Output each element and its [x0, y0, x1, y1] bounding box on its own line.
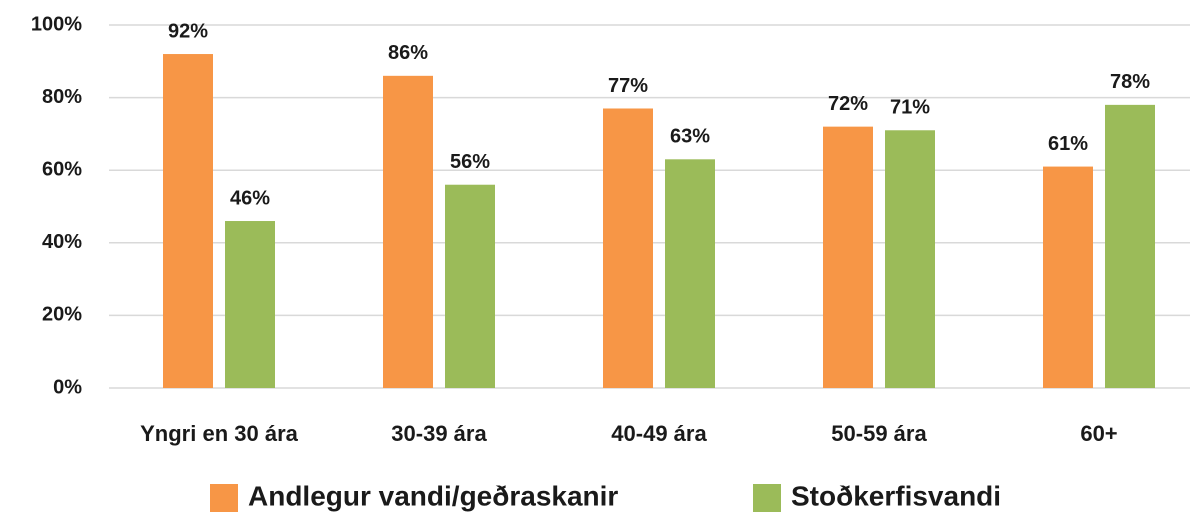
y-tick-label: 40%	[42, 231, 82, 253]
legend-label: Andlegur vandi/geðraskanir	[248, 480, 618, 511]
y-tick-label: 20%	[42, 304, 82, 326]
x-tick-label: 30-39 ára	[391, 421, 487, 446]
bar	[603, 108, 653, 389]
y-tick-label: 60%	[42, 158, 82, 180]
value-label: 71%	[890, 97, 930, 119]
bar	[885, 130, 935, 388]
bar	[163, 54, 213, 388]
value-label: 56%	[450, 151, 490, 173]
y-tick-label: 0%	[53, 376, 82, 398]
value-label: 92%	[168, 20, 208, 42]
value-label: 86%	[388, 42, 428, 64]
value-label: 78%	[1110, 71, 1150, 93]
x-tick-label: 50-59 ára	[831, 421, 927, 446]
x-tick-label: 40-49 ára	[611, 421, 707, 446]
bar	[225, 221, 275, 388]
y-tick-label: 80%	[42, 86, 82, 108]
bar	[445, 184, 495, 388]
value-label: 61%	[1048, 133, 1088, 155]
x-tick-label: Yngri en 30 ára	[140, 421, 299, 446]
x-tick-label: 60+	[1080, 421, 1117, 446]
bar	[1105, 104, 1155, 389]
bar	[665, 159, 715, 388]
legend-swatch	[210, 484, 238, 512]
y-tick-label: 100%	[31, 13, 82, 35]
value-label: 77%	[608, 75, 648, 97]
value-label: 63%	[670, 126, 710, 148]
bar	[1043, 166, 1093, 388]
legend-swatch	[753, 484, 781, 512]
value-label: 46%	[230, 187, 270, 209]
bar	[823, 126, 873, 388]
value-label: 72%	[828, 93, 868, 115]
legend-label: Stoðkerfisvandi	[791, 480, 1001, 511]
bar	[383, 75, 433, 388]
